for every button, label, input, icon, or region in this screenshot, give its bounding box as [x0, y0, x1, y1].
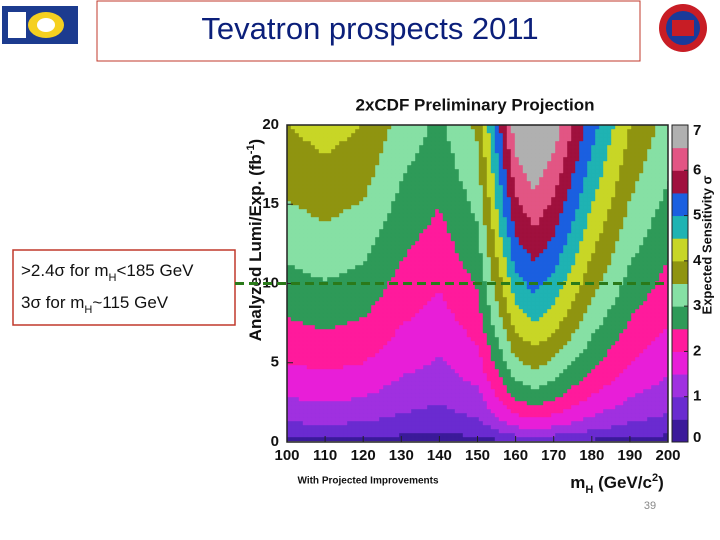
x-axis-label-part: H — [585, 484, 593, 496]
colorbar-segment — [672, 238, 688, 262]
colorbar-segment — [672, 147, 688, 171]
contour-band — [286, 356, 669, 438]
colorbar-segment — [672, 351, 688, 375]
x-axis-label-part: ) — [658, 473, 664, 492]
colorbar-tick-label: 4 — [693, 252, 702, 269]
x-axis-label: mH (GeV/c2) — [570, 472, 663, 496]
y-axis-label-part: Analyzed Lumi/Exp. (fb — [246, 154, 265, 341]
x-axis-label-part: (GeV/c — [593, 473, 652, 492]
y-tick-label: 0 — [271, 433, 279, 450]
x-tick-label: 140 — [427, 447, 452, 464]
colorbar-tick-label: 6 — [693, 161, 701, 178]
y-tick-label: 15 — [262, 195, 279, 212]
x-tick-label: 130 — [389, 447, 414, 464]
x-tick-label: 200 — [655, 447, 680, 464]
colorbar-tick-label: 5 — [693, 207, 701, 224]
x-tick-label: 190 — [617, 447, 642, 464]
colorbar-segment — [672, 328, 688, 352]
contour-band — [510, 124, 560, 190]
footnote: With Projected Improvements — [297, 476, 438, 487]
plot-title: 2xCDF Preliminary Projection — [355, 95, 594, 114]
annotation-part: >2.4σ for m — [21, 261, 109, 280]
x-tick-label: 180 — [579, 447, 604, 464]
x-axis-label-part: 2 — [652, 472, 658, 484]
y-tick-label: 5 — [271, 354, 279, 371]
page-number: 39 — [644, 500, 656, 512]
annotation-part: 3σ for m — [21, 293, 84, 312]
contour-band — [286, 404, 669, 442]
slide-title: Tevatron prospects 2011 — [201, 11, 538, 46]
y-axis-label-part: ) — [246, 139, 265, 145]
colorbar-segment — [672, 170, 688, 194]
d0-logo — [2, 6, 78, 44]
annotation-part: ~115 GeV — [92, 293, 168, 312]
colorbar-tick-label: 1 — [693, 388, 701, 405]
colorbar-segment — [672, 260, 688, 284]
x-tick-label: 160 — [503, 447, 528, 464]
colorbar-segment — [672, 396, 688, 420]
colorbar-segment — [672, 419, 688, 443]
annotation: >2.4σ for mH<185 GeV — [21, 261, 194, 283]
x-tick-label: 100 — [274, 447, 299, 464]
y-axis-label: Analyzed Lumi/Exp. (fb-1) — [245, 139, 266, 341]
colorbar-segment — [672, 283, 688, 307]
x-tick-label: 170 — [541, 447, 566, 464]
colorbar-frame — [671, 124, 689, 443]
colorbar-tick-label: 2 — [693, 342, 701, 359]
colorbar-label: Expected Sensitivity σ — [699, 175, 714, 314]
annotation-part: H — [109, 272, 117, 284]
x-tick-label: 150 — [465, 447, 490, 464]
colorbar-tick-label: 7 — [693, 122, 701, 139]
annotation-part: <185 GeV — [116, 261, 194, 280]
annotation-box — [12, 249, 236, 326]
colorbar-segment — [672, 215, 688, 239]
y-axis-label-part: -1 — [245, 144, 257, 154]
title-box — [96, 0, 641, 62]
cdf-logo — [659, 4, 707, 52]
colorbar-segment — [672, 192, 688, 217]
x-axis-label-part: m — [570, 473, 585, 492]
x-tick-label: 120 — [351, 447, 376, 464]
colorbar-segment — [672, 374, 688, 398]
colorbar-segment — [672, 306, 688, 330]
colorbar-segment — [672, 125, 688, 149]
colorbar-tick-label: 0 — [693, 429, 701, 446]
annotation-part: H — [84, 304, 92, 316]
x-tick-label: 110 — [313, 447, 337, 464]
annotation: 3σ for mH~115 GeV — [21, 293, 169, 315]
y-tick-label: 20 — [262, 116, 279, 133]
colorbar-tick-label: 3 — [693, 297, 701, 314]
